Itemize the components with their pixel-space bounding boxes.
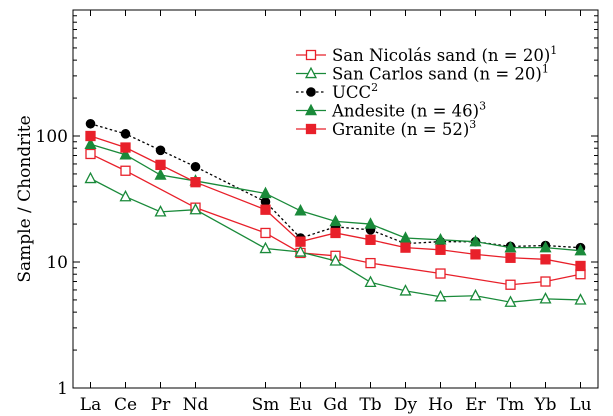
data-point — [259, 241, 272, 254]
data-point — [84, 171, 97, 184]
y-tick-label: 1 — [57, 379, 68, 399]
data-point — [505, 252, 516, 263]
x-tick-label: Tb — [359, 395, 381, 415]
data-point — [154, 205, 167, 217]
data-point — [574, 293, 587, 305]
data-point — [505, 279, 516, 290]
series-line — [90, 143, 581, 252]
legend-superscript: 2 — [371, 81, 378, 94]
data-point — [434, 289, 447, 302]
series-line — [90, 177, 581, 303]
x-tick-label: Yb — [533, 395, 556, 415]
x-tick-label: Lu — [569, 395, 591, 415]
series-layer — [84, 118, 587, 307]
legend-label: Andesite (n = 46)3 — [331, 100, 486, 121]
x-tick-label: Ce — [114, 395, 137, 415]
data-point — [365, 234, 376, 245]
data-point — [189, 202, 202, 215]
data-point — [575, 260, 586, 272]
legend-label: UCC2 — [332, 81, 378, 102]
data-point — [294, 245, 307, 257]
data-point — [190, 161, 201, 172]
data-point — [364, 217, 377, 229]
data-point — [85, 118, 96, 129]
legend-marker — [304, 103, 318, 116]
data-point — [329, 254, 342, 266]
data-point — [435, 268, 446, 279]
x-tick-label: Dy — [394, 395, 418, 415]
series-1 — [84, 171, 587, 307]
data-point — [435, 244, 446, 255]
data-point — [260, 204, 271, 215]
data-point — [155, 145, 166, 156]
legend-superscript: 1 — [550, 44, 557, 57]
x-tick-label: La — [80, 395, 101, 415]
y-tick-label: 10 — [46, 253, 68, 273]
data-point — [504, 295, 517, 307]
legend-label: San Nicolás sand (n = 20)1 — [332, 44, 557, 65]
data-point — [504, 240, 517, 253]
x-tick-label: Ho — [428, 395, 453, 415]
data-point — [329, 214, 342, 227]
data-point — [574, 243, 587, 256]
series-line — [90, 135, 581, 267]
x-tick-label: Tm — [497, 395, 524, 415]
data-point — [154, 168, 167, 180]
axis-ticks: 1 10 100 La Ce Pr Nd Sm Eu Gd Tb Dy Ho Er Tm Yb Lu — [36, 10, 598, 415]
data-point — [540, 254, 551, 265]
x-tick-label: Sm — [252, 395, 280, 415]
legend-superscript: 3 — [469, 118, 476, 131]
data-point — [364, 275, 377, 288]
data-point — [540, 276, 551, 287]
data-point — [294, 203, 307, 216]
x-tick-label: Gd — [323, 395, 348, 415]
data-point — [85, 148, 96, 160]
y-axis-label: Sample / Chondrite — [15, 115, 35, 282]
legend-marker — [305, 123, 317, 135]
data-point — [330, 227, 341, 239]
x-tick-label: Eu — [289, 395, 312, 415]
legend-marker — [304, 66, 318, 79]
data-point — [399, 231, 412, 243]
legend-superscript: 1 — [542, 63, 549, 76]
data-point — [365, 257, 376, 269]
x-tick-label: Nd — [183, 395, 209, 415]
data-point — [469, 234, 482, 247]
x-tick-label: Pr — [151, 395, 171, 415]
data-point — [469, 288, 482, 301]
series-3 — [84, 137, 587, 256]
data-point — [84, 137, 97, 149]
data-point — [260, 227, 271, 239]
data-point — [120, 165, 131, 176]
data-point — [119, 189, 132, 202]
legend-label: Granite (n = 52)3 — [332, 118, 476, 139]
data-point — [259, 186, 272, 199]
data-point — [155, 159, 166, 171]
data-point — [120, 129, 131, 139]
data-point — [119, 147, 132, 160]
legend-marker — [305, 49, 317, 61]
data-point — [539, 240, 552, 253]
data-point — [539, 292, 552, 304]
legend-marker — [306, 87, 316, 97]
y-tick-label: 100 — [36, 127, 68, 147]
series-line — [90, 123, 581, 249]
data-point — [295, 236, 306, 247]
data-point — [400, 242, 411, 253]
data-point — [120, 142, 131, 153]
data-point — [470, 249, 481, 260]
data-point — [85, 130, 96, 142]
data-point — [190, 177, 201, 188]
legend-label: San Carlos sand (n = 20)1 — [332, 63, 549, 84]
series-4 — [85, 130, 586, 272]
x-tick-label: Er — [465, 395, 486, 415]
data-point — [434, 233, 447, 245]
data-point — [399, 284, 412, 296]
legend-superscript: 3 — [479, 100, 486, 113]
